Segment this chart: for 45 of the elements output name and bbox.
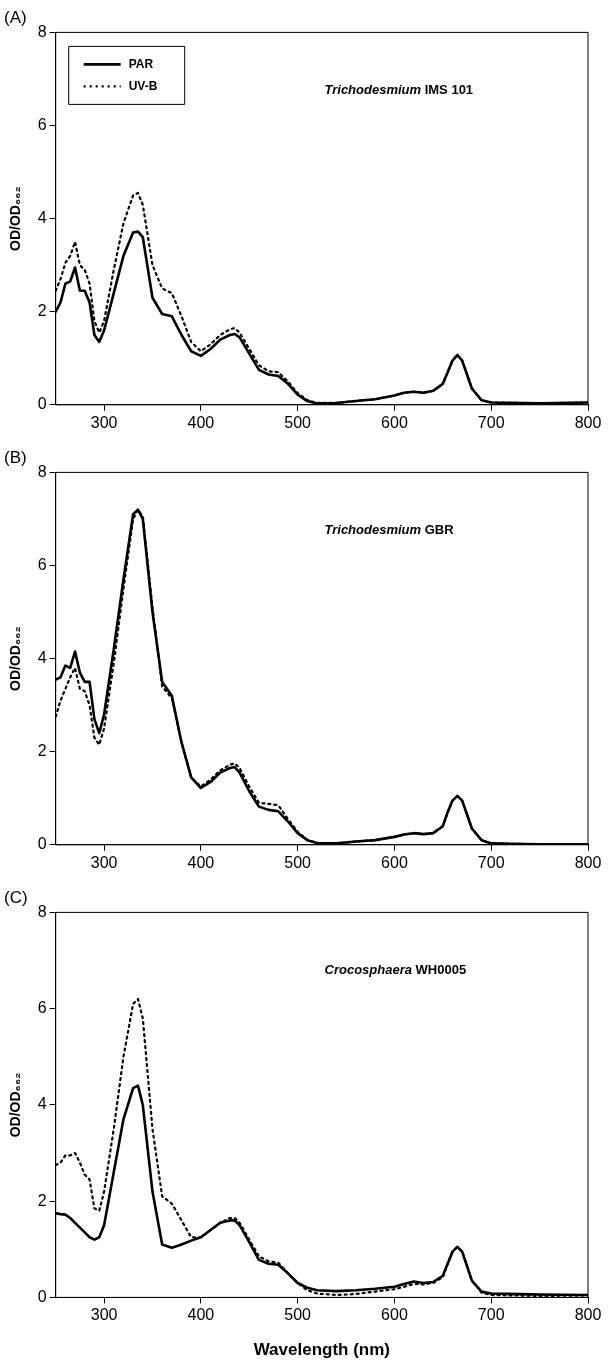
y-axis-title: OD/OD₆₆₂ bbox=[7, 186, 24, 252]
y-tick-label: 2 bbox=[37, 1191, 47, 1209]
x-tick-label: 800 bbox=[574, 413, 602, 431]
y-tick-label: 8 bbox=[37, 902, 47, 920]
legend-label: PAR bbox=[128, 56, 154, 71]
y-tick-label: 0 bbox=[37, 395, 47, 413]
y-tick-label: 2 bbox=[37, 302, 47, 320]
x-tick-label: 500 bbox=[284, 413, 312, 431]
y-tick-label: 4 bbox=[37, 649, 47, 667]
x-axis-title: Wavelength (nm) bbox=[253, 1340, 391, 1360]
legend-label: UV-B bbox=[128, 78, 158, 93]
y-axis-title: OD/OD₆₆₂ bbox=[7, 626, 24, 692]
y-tick-label: 8 bbox=[37, 22, 47, 40]
y-tick-label: 4 bbox=[37, 209, 47, 227]
annotation: Trichodesmium GBR bbox=[324, 521, 455, 537]
annotation: Trichodesmium IMS 101 bbox=[324, 81, 474, 97]
x-tick-label: 700 bbox=[477, 413, 505, 431]
x-tick-label: 600 bbox=[381, 413, 408, 431]
x-tick-label: 700 bbox=[477, 1306, 505, 1324]
x-tick-label: 400 bbox=[187, 853, 215, 871]
y-tick-label: 6 bbox=[37, 555, 47, 573]
y-tick-label: 6 bbox=[37, 115, 47, 133]
y-tick-label: 0 bbox=[37, 835, 47, 853]
y-axis-title: OD/OD₆₆₂ bbox=[7, 1072, 24, 1138]
x-tick-label: 600 bbox=[381, 1306, 408, 1324]
y-tick-label: 4 bbox=[37, 1095, 47, 1113]
x-tick-label: 600 bbox=[381, 853, 408, 871]
x-tick-label: 300 bbox=[90, 413, 118, 431]
y-tick-label: 2 bbox=[37, 742, 47, 760]
x-tick-label: 700 bbox=[477, 853, 505, 871]
y-tick-label: 0 bbox=[37, 1287, 47, 1305]
x-tick-label: 800 bbox=[574, 853, 602, 871]
y-tick-label: 8 bbox=[37, 462, 47, 480]
x-tick-label: 500 bbox=[284, 1306, 312, 1324]
y-tick-label: 6 bbox=[37, 999, 47, 1017]
x-tick-label: 400 bbox=[187, 1306, 215, 1324]
chart-title: (C) bbox=[4, 887, 28, 907]
chart-title: (B) bbox=[4, 447, 27, 467]
x-tick-label: 800 bbox=[574, 1306, 602, 1324]
chart-title: (A) bbox=[4, 7, 27, 27]
x-tick-label: 400 bbox=[187, 413, 215, 431]
x-tick-label: 300 bbox=[90, 853, 118, 871]
x-tick-label: 500 bbox=[284, 853, 312, 871]
annotation: Crocosphaera WH0005 bbox=[324, 961, 467, 977]
x-tick-label: 300 bbox=[90, 1306, 118, 1324]
